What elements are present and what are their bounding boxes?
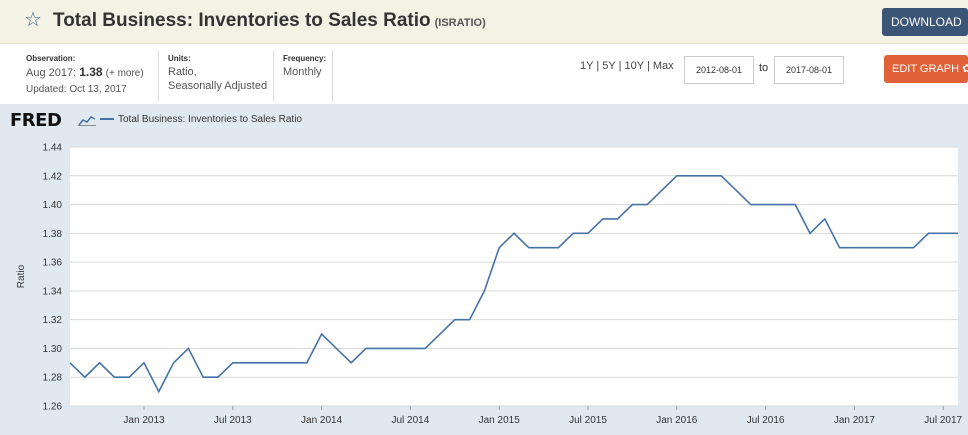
y-tick-label: 1.44 (43, 143, 63, 154)
x-tick-label: Jul 2016 (747, 415, 785, 426)
meta-divider (332, 50, 333, 102)
observation-value: 1.38 (79, 65, 103, 79)
meta-divider (273, 50, 274, 102)
x-tick-label: Jul 2013 (214, 415, 252, 426)
frequency-head: Frequency: (283, 54, 327, 63)
y-tick-label: 1.30 (43, 344, 63, 355)
title-bar: ☆ Total Business: Inventories to Sales R… (0, 0, 968, 44)
range-separator: | (646, 60, 650, 72)
units-line2: Seasonally Adjusted (168, 80, 268, 92)
units-head: Units: (168, 54, 191, 63)
to-label: to (759, 62, 769, 74)
observation-period: Aug 2017: (26, 67, 77, 79)
x-tick-label: Jul 2017 (924, 415, 962, 426)
fred-logo: FRED (10, 110, 62, 131)
y-axis-label: Ratio (16, 264, 27, 288)
units-block: Units: Ratio, Seasonally Adjusted (168, 54, 267, 93)
x-tick-label: Jul 2015 (569, 415, 607, 426)
x-tick-label: Jan 2016 (656, 415, 698, 426)
chart-plot: 1.26 1.28 1.30 1.32 1.34 1.36 1.38 1.40 1.42 1.44… (16, 143, 963, 427)
updated-date: Updated: Oct 13, 2017 (26, 84, 127, 95)
plot-background (70, 147, 958, 406)
range-5y-link[interactable]: 5Y (602, 60, 616, 72)
y-tick-label: 1.40 (43, 200, 63, 211)
y-tick-label: 1.34 (43, 286, 63, 297)
observation-block: Observation: Aug 2017: 1.38 (+ more) Upd… (26, 54, 144, 97)
observation-more-link[interactable]: (+ more) (105, 68, 144, 79)
download-button[interactable]: DOWNLOAD ⬇ (882, 8, 968, 36)
frequency-block: Frequency: Monthly (283, 54, 326, 79)
meta-bar: Observation: Aug 2017: 1.38 (+ more) Upd… (0, 45, 968, 103)
legend-label: Total Business: Inventories to Sales Rat… (118, 114, 302, 125)
download-icon: ⬇ (966, 15, 968, 29)
range-max-link[interactable]: Max (652, 60, 674, 72)
start-date-input[interactable]: 2012-08-01 (684, 56, 754, 84)
range-10y-link[interactable]: 10Y (624, 60, 644, 72)
range-1y-link[interactable]: 1Y (580, 60, 594, 72)
legend-line-swatch (100, 118, 114, 121)
meta-divider (158, 50, 159, 102)
end-date-input[interactable]: 2017-08-01 (774, 56, 844, 84)
x-tick-label: Jan 2014 (301, 415, 343, 426)
chart-area: FRED Total Business: Inventories to Sale… (0, 104, 968, 435)
y-tick-label: 1.36 (43, 258, 63, 269)
y-tick-label: 1.32 (43, 315, 63, 326)
download-label: DOWNLOAD (891, 15, 962, 29)
edit-graph-label: EDIT GRAPH (892, 63, 960, 75)
units-line1: Ratio, (168, 66, 197, 78)
edit-graph-button[interactable]: EDIT GRAPH ✿ (884, 55, 968, 83)
series-title: Total Business: Inventories to Sales Rat… (53, 10, 431, 31)
observation-head: Observation: (26, 54, 76, 63)
y-tick-label: 1.42 (43, 171, 63, 182)
frequency-value: Monthly (283, 66, 322, 78)
fred-chart-icon (78, 116, 96, 126)
x-tick-label: Jan 2015 (479, 415, 521, 426)
x-tick-label: Jan 2017 (834, 415, 876, 426)
series-line (69, 175, 958, 394)
x-tick-label: Jul 2014 (391, 415, 429, 426)
gear-icon: ✿ (962, 63, 968, 75)
y-tick-label: 1.28 (43, 373, 63, 384)
y-tick-label: 1.38 (43, 229, 63, 240)
observation-line: Aug 2017: 1.38 (+ more) (26, 65, 144, 81)
range-separator: | (618, 60, 622, 72)
star-icon[interactable]: ☆ (24, 9, 42, 31)
chart-legend: Total Business: Inventories to Sales Rat… (100, 114, 302, 125)
y-tick-label: 1.26 (43, 402, 63, 413)
range-links: 1Y | 5Y | 10Y | Max (580, 60, 674, 72)
series-id: (ISRATIO) (434, 17, 486, 29)
x-tick-label: Jan 2013 (123, 415, 165, 426)
page-title: Total Business: Inventories to Sales Rat… (53, 10, 486, 32)
range-separator: | (596, 60, 600, 72)
